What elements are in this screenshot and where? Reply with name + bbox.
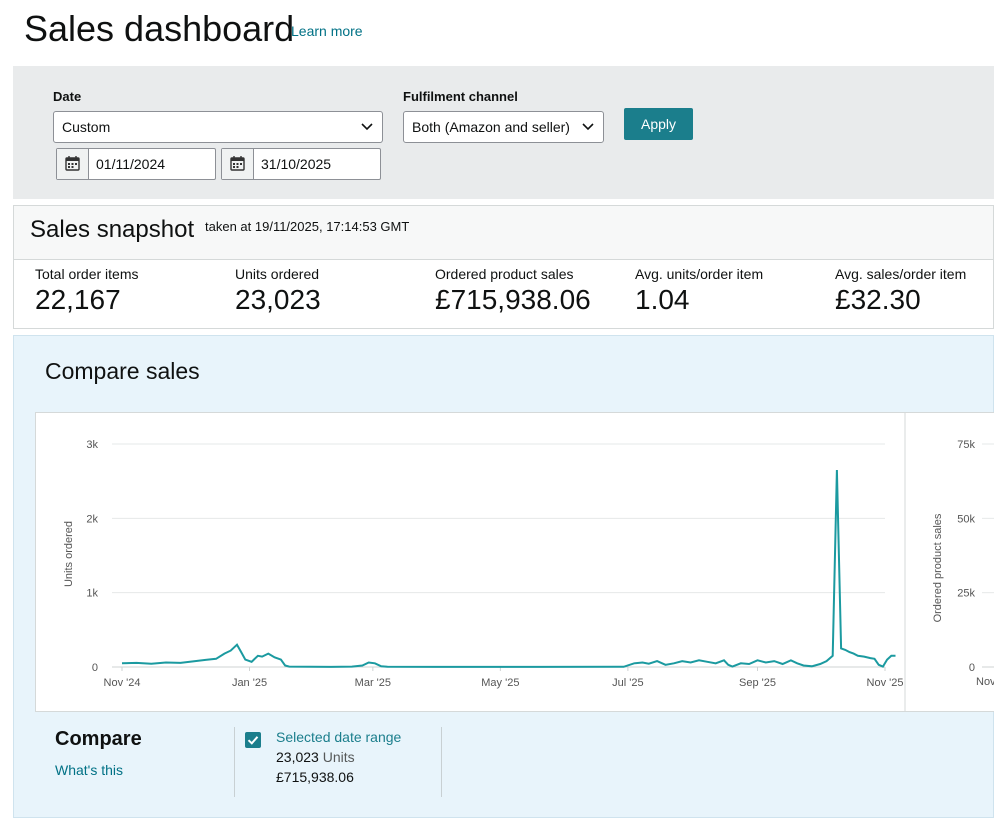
y-tick-label: 0: [92, 662, 98, 674]
metric-label: Units ordered: [235, 266, 320, 282]
chevron-down-icon: [361, 112, 373, 152]
units-unit: Units: [322, 749, 355, 765]
compare-legend: Compare What's this Selected date range …: [35, 712, 994, 802]
metric-label: Avg. units/order item: [635, 266, 764, 282]
y-tick-label: 3k: [86, 439, 98, 451]
metric-total-order-items: Total order items 22,167: [35, 266, 138, 316]
calendar-icon[interactable]: [57, 149, 89, 179]
sales-chart: 0 1k 2k 3k Nov '24 Jan '25 Mar '25 May '25 Jul …: [35, 412, 994, 712]
calendar-icon[interactable]: [222, 149, 254, 179]
compare-title: Compare sales: [45, 358, 200, 384]
end-date-field[interactable]: 31/10/2025: [221, 148, 381, 180]
whats-this-link[interactable]: What's this: [55, 762, 124, 778]
start-date-field[interactable]: 01/11/2024: [56, 148, 216, 180]
divider: [234, 727, 235, 797]
checkmark-icon: [247, 736, 259, 745]
page-title: Sales dashboard: [24, 8, 295, 49]
metric-label: Total order items: [35, 266, 139, 282]
chevron-down-icon: [582, 112, 594, 152]
metric-avg-sales: Avg. sales/order item £32.30: [835, 266, 966, 316]
metric-avg-units: Avg. units/order item 1.04: [635, 266, 763, 316]
sales-snapshot: Sales snapshot taken at 19/11/2025, 17:1…: [13, 205, 994, 329]
x-tick-label: Nov '24: [104, 677, 141, 689]
y2-tick-label: 25k: [957, 588, 975, 600]
series-line-units: [121, 469, 896, 668]
date-preset-select[interactable]: Custom: [53, 111, 383, 143]
date-preset-value: Custom: [62, 119, 111, 135]
chart-svg: 0 1k 2k 3k Nov '24 Jan '25 Mar '25 May '25 Jul …: [63, 413, 994, 711]
x-tick-label: Nov '25: [867, 677, 904, 689]
metric-ordered-product-sales: Ordered product sales £715,938.06: [435, 266, 591, 316]
selected-range-units: 23,023 Units: [276, 749, 355, 765]
x-tick-partial: Nov: [976, 676, 994, 688]
filter-panel: Date Custom 01/11/2024 31/10/2025 Fulfil…: [13, 66, 994, 199]
x-tick-label: Jul '25: [612, 677, 643, 689]
divider: [441, 727, 442, 797]
metric-label: Avg. sales/order item: [835, 266, 967, 282]
selected-range-sales: £715,938.06: [276, 769, 354, 785]
metric-units-ordered: Units ordered 23,023: [235, 266, 321, 316]
date-label: Date: [53, 89, 82, 104]
compare-sales-panel: Compare sales 0 1k 2k 3k Nov '24 Jan '25 Mar …: [13, 335, 994, 818]
metric-value: 22,167: [35, 284, 121, 315]
x-tick-label: May '25: [481, 677, 519, 689]
selected-range-checkbox[interactable]: [245, 732, 261, 748]
x-tick-label: Jan '25: [232, 677, 267, 689]
snapshot-header: Sales snapshot taken at 19/11/2025, 17:1…: [14, 206, 993, 260]
x-tick-label: Sep '25: [739, 677, 776, 689]
compare-label: Compare: [55, 728, 142, 750]
metric-value: £32.30: [835, 284, 921, 315]
y-tick-label: 2k: [86, 513, 98, 525]
x-tick-label: Mar '25: [355, 677, 391, 689]
selected-range-label: Selected date range: [276, 729, 402, 745]
start-date-value: 01/11/2024: [96, 156, 166, 172]
snapshot-title: Sales snapshot: [30, 216, 195, 243]
channel-label: Fulfilment channel: [403, 89, 518, 104]
apply-button[interactable]: Apply: [624, 108, 693, 140]
end-date-value: 31/10/2025: [261, 156, 332, 172]
metric-value: £715,938.06: [435, 284, 591, 315]
units-value: 23,023: [276, 749, 319, 765]
metric-value: 23,023: [235, 284, 321, 315]
y-axis-label: Units ordered: [63, 521, 75, 587]
y2-tick-label: 0: [969, 662, 975, 674]
channel-value: Both (Amazon and seller): [412, 119, 570, 135]
metric-value: 1.04: [635, 284, 690, 315]
snapshot-timestamp: taken at 19/11/2025, 17:14:53 GMT: [205, 219, 410, 234]
y2-tick-label: 75k: [957, 439, 975, 451]
y-tick-label: 1k: [86, 588, 98, 600]
y2-tick-label: 50k: [957, 513, 975, 525]
channel-select[interactable]: Both (Amazon and seller): [403, 111, 604, 143]
metric-label: Ordered product sales: [435, 266, 574, 282]
learn-more-link[interactable]: Learn more: [291, 23, 363, 39]
secondary-axis-label: Ordered product sales: [932, 513, 944, 622]
